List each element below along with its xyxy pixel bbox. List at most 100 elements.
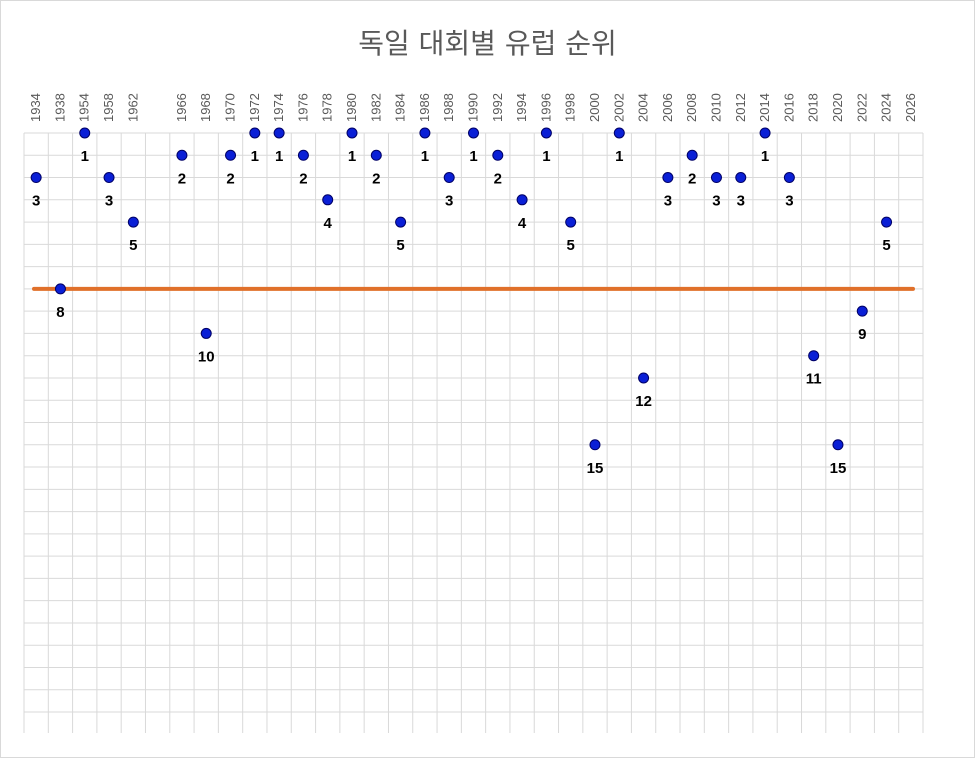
data-label: 3 <box>664 193 672 210</box>
data-point <box>273 127 285 139</box>
data-point <box>710 172 722 184</box>
data-label: 3 <box>712 193 720 210</box>
x-tick-label: 1954 <box>77 93 92 122</box>
x-tick-label: 1958 <box>101 93 116 122</box>
x-tick-label: 2016 <box>781 93 796 122</box>
data-label: 12 <box>635 393 652 410</box>
x-tick-label: 1998 <box>563 93 578 122</box>
data-label: 1 <box>275 148 283 165</box>
x-tick-label: 2010 <box>708 93 723 122</box>
x-tick-label: 1974 <box>271 93 286 122</box>
data-point <box>103 172 115 184</box>
data-label: 1 <box>615 148 623 165</box>
x-tick-label: 1990 <box>466 93 481 122</box>
data-label: 1 <box>761 148 769 165</box>
data-label: 3 <box>105 193 113 210</box>
data-point <box>589 439 601 451</box>
data-point <box>30 172 42 184</box>
x-tick-label: 1980 <box>344 93 359 122</box>
x-tick-label: 1984 <box>393 93 408 122</box>
x-tick-label: 1934 <box>28 93 43 122</box>
x-tick-label: 2020 <box>830 93 845 122</box>
data-label: 5 <box>396 237 404 254</box>
x-tick-label: 2022 <box>854 93 869 122</box>
data-point <box>443 172 455 184</box>
data-label: 11 <box>806 371 822 388</box>
data-point <box>79 127 91 139</box>
data-point <box>492 149 504 161</box>
x-tick-label: 1978 <box>320 93 335 122</box>
x-tick-label: 2002 <box>611 93 626 122</box>
data-point <box>735 172 747 184</box>
data-point <box>419 127 431 139</box>
data-label: 1 <box>251 148 259 165</box>
data-point <box>638 372 650 384</box>
x-tick-label: 1986 <box>417 93 432 122</box>
x-tick-label: 2004 <box>636 93 651 122</box>
x-tick-label: 1968 <box>198 93 213 122</box>
x-tick-label: 1972 <box>247 93 262 122</box>
data-point <box>249 127 261 139</box>
data-point <box>540 127 552 139</box>
data-label: 2 <box>178 170 186 187</box>
x-tick-label: 1976 <box>295 93 310 122</box>
data-label: 5 <box>567 237 575 254</box>
data-point <box>565 216 577 228</box>
data-label: 3 <box>785 193 793 210</box>
data-point <box>54 283 66 295</box>
data-point <box>176 149 188 161</box>
data-label: 1 <box>421 148 429 165</box>
data-label: 4 <box>518 215 527 232</box>
data-point <box>783 172 795 184</box>
chart-title: 독일 대회별 유럽 순위 <box>358 27 617 60</box>
data-point <box>759 127 771 139</box>
x-tick-label: 2008 <box>684 93 699 122</box>
data-label: 10 <box>198 348 215 365</box>
x-tick-label: 1966 <box>174 93 189 122</box>
data-point <box>322 194 334 206</box>
x-tick-label: 1938 <box>52 93 67 122</box>
data-label: 1 <box>81 148 89 165</box>
data-label: 2 <box>226 170 234 187</box>
data-point <box>395 216 407 228</box>
data-label: 9 <box>858 326 866 343</box>
data-label: 2 <box>299 170 307 187</box>
data-label: 15 <box>830 460 847 477</box>
data-label: 1 <box>469 148 477 165</box>
data-label: 2 <box>372 170 380 187</box>
x-tick-label: 2018 <box>806 93 821 122</box>
data-label: 4 <box>324 215 333 232</box>
data-point <box>856 305 868 317</box>
x-tick-label: 1988 <box>441 93 456 122</box>
data-label: 5 <box>129 237 137 254</box>
data-point <box>225 149 237 161</box>
x-tick-label: 2006 <box>660 93 675 122</box>
x-tick-label: 2012 <box>733 93 748 122</box>
data-point <box>516 194 528 206</box>
x-tick-label: 1994 <box>514 93 529 122</box>
data-point <box>127 216 139 228</box>
x-tick-label: 2014 <box>757 93 772 122</box>
data-label: 2 <box>494 170 502 187</box>
x-tick-label: 1970 <box>223 93 238 122</box>
data-point <box>200 327 212 339</box>
data-label: 2 <box>688 170 696 187</box>
data-point <box>808 350 820 362</box>
data-point <box>686 149 698 161</box>
x-tick-label: 2026 <box>903 93 918 122</box>
data-label: 1 <box>542 148 550 165</box>
data-point <box>297 149 309 161</box>
x-tick-label: 2000 <box>587 93 602 122</box>
data-label: 8 <box>56 304 64 321</box>
x-tick-label: 1982 <box>368 93 383 122</box>
data-label: 15 <box>587 460 604 477</box>
x-tick-label: 1996 <box>538 93 553 122</box>
data-point <box>881 216 893 228</box>
data-label: 1 <box>348 148 356 165</box>
data-point <box>662 172 674 184</box>
data-point <box>468 127 479 139</box>
x-tick-label: 1992 <box>490 93 505 122</box>
data-label: 5 <box>882 237 890 254</box>
